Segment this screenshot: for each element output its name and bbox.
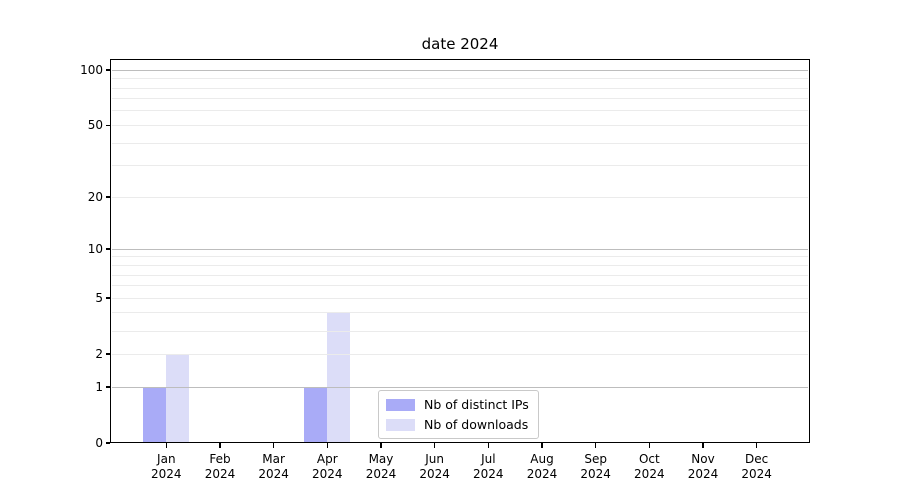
x-tick: [755, 443, 758, 448]
x-tick-label-month: Oct: [638, 452, 660, 466]
x-tick-label: Dec 2024: [729, 452, 785, 482]
legend-label-distinct-ips: Nb of distinct IPs: [424, 397, 529, 412]
x-tick: [594, 443, 597, 448]
x-tick: [380, 443, 382, 448]
x-tick-label: Feb 2024: [192, 452, 248, 482]
legend-item-downloads: Nb of downloads: [386, 416, 529, 433]
chart-title: date 2024: [421, 35, 499, 53]
x-tick: [541, 443, 543, 448]
x-tick-label: Jun 2024: [407, 452, 463, 482]
x-tick-label: May 2024: [353, 452, 409, 482]
x-tick-label-month: Aug: [530, 452, 554, 466]
x-tick-label-year: 2024: [419, 467, 450, 481]
x-tick-label: Jan 2024: [138, 452, 194, 482]
x-tick-label-month: Jun: [425, 452, 445, 466]
y-tick-label: 100: [80, 63, 103, 78]
x-tick: [326, 443, 329, 448]
legend-swatch-downloads: [386, 418, 415, 431]
x-tick: [702, 443, 704, 448]
x-tick-label: Oct 2024: [621, 452, 677, 482]
x-tick-label-month: Apr: [316, 452, 338, 466]
legend-item-distinct-ips: Nb of distinct IPs: [386, 396, 529, 413]
y-tick-label: 10: [87, 242, 103, 257]
x-tick-label-year: 2024: [580, 467, 611, 481]
x-tick-label-year: 2024: [741, 467, 772, 481]
y-tick-label: 50: [87, 118, 103, 133]
x-tick-label: Apr 2024: [299, 452, 355, 482]
x-tick-label-month: Sep: [584, 452, 607, 466]
y-tick-label: 5: [95, 291, 103, 306]
x-tick-label-month: Jan: [157, 452, 176, 466]
x-tick-label-year: 2024: [687, 467, 719, 481]
x-tick-label-month: Feb: [209, 452, 231, 466]
x-tick-label-month: Nov: [691, 452, 715, 466]
y-tick-label: 2: [95, 347, 103, 362]
x-tick: [272, 443, 275, 448]
x-tick-label: Sep 2024: [568, 452, 624, 482]
x-tick: [487, 443, 490, 448]
x-tick-label-year: 2024: [473, 467, 504, 481]
x-tick-label-month: Jul: [481, 452, 496, 466]
x-tick: [219, 443, 221, 448]
x-tick-label-year: 2024: [365, 467, 397, 481]
legend: Nb of distinct IPs Nb of downloads: [378, 390, 539, 439]
y-tick-label: 0: [95, 436, 103, 450]
y-tick-label: 20: [87, 190, 103, 205]
x-tick: [433, 443, 436, 448]
legend-label-downloads: Nb of downloads: [424, 417, 529, 432]
x-tick: [165, 443, 168, 448]
plot-frame: [110, 59, 810, 443]
x-tick-label-year: 2024: [312, 467, 343, 481]
x-tick: [648, 443, 651, 448]
x-tick-label-year: 2024: [634, 467, 665, 481]
x-tick-label: Mar 2024: [246, 452, 302, 482]
y-tick-label: 1: [95, 380, 103, 394]
x-tick-label-year: 2024: [526, 467, 558, 481]
x-tick-label-month: May: [368, 452, 394, 466]
x-tick-label-year: 2024: [204, 467, 236, 481]
legend-swatch-distinct-ips: [386, 398, 415, 411]
x-tick-label: Nov 2024: [675, 452, 731, 482]
x-tick-label-month: Dec: [745, 452, 769, 466]
x-tick-label-month: Mar: [262, 452, 285, 466]
x-tick-label: Jul 2024: [460, 452, 516, 482]
x-tick-label-year: 2024: [151, 467, 182, 481]
x-tick-label: Aug 2024: [514, 452, 570, 482]
x-tick-label-year: 2024: [258, 467, 289, 481]
